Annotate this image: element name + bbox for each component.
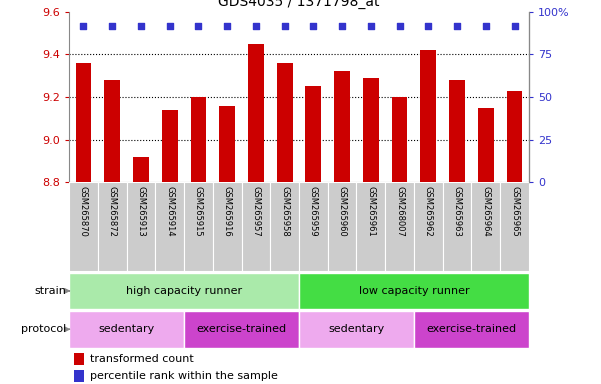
Point [337,23,347,30]
Text: GSM265872: GSM265872 [108,186,117,237]
Point [194,23,203,30]
Text: GSM265965: GSM265965 [510,186,519,237]
Bar [363,78,379,182]
Text: GSM265915: GSM265915 [194,186,203,237]
Bar [105,80,120,182]
Text: GSM268007: GSM268007 [395,186,404,237]
Bar [305,86,322,182]
Bar [76,63,91,182]
Point [108,23,117,30]
Text: sedentary: sedentary [328,324,385,334]
Bar [414,182,443,271]
Point [481,23,490,30]
Point [510,23,519,30]
Point [222,23,232,30]
Point [136,23,146,30]
Bar [74,370,84,382]
Text: GSM265963: GSM265963 [453,186,462,237]
Bar [69,273,299,309]
Bar [219,106,235,182]
Bar [478,108,493,182]
Text: GSM265870: GSM265870 [79,186,88,237]
Bar [414,311,529,348]
Text: low capacity runner: low capacity runner [359,286,469,296]
Bar [98,182,127,271]
Text: GSM265957: GSM265957 [251,186,260,237]
Bar [184,182,213,271]
Point [79,23,88,30]
Bar [191,97,206,182]
Bar [133,157,149,182]
Bar [334,71,350,182]
Bar [299,311,414,348]
Bar [155,182,184,271]
Text: GSM265960: GSM265960 [338,186,347,237]
Point [452,23,462,30]
Bar [69,182,98,271]
Bar [299,182,328,271]
Text: exercise-trained: exercise-trained [197,324,287,334]
Bar [74,353,84,365]
Bar [248,43,264,182]
Text: exercise-trained: exercise-trained [426,324,516,334]
Text: GSM265961: GSM265961 [367,186,376,237]
Text: GSM265962: GSM265962 [424,186,433,237]
Point [280,23,290,30]
Text: high capacity runner: high capacity runner [126,286,242,296]
Text: GSM265959: GSM265959 [309,186,318,237]
Text: GSM265916: GSM265916 [222,186,231,237]
Bar [162,110,177,182]
Bar [270,182,299,271]
Text: sedentary: sedentary [99,324,154,334]
Title: GDS4035 / 1371798_at: GDS4035 / 1371798_at [218,0,380,9]
Bar [385,182,414,271]
Bar [471,182,500,271]
Bar [328,182,356,271]
Bar [69,311,184,348]
Bar [242,182,270,271]
Bar [184,311,299,348]
Bar [507,91,522,182]
Text: GSM265958: GSM265958 [280,186,289,237]
Text: percentile rank within the sample: percentile rank within the sample [90,371,278,381]
Bar [443,182,471,271]
Point [308,23,318,30]
Bar [449,80,465,182]
Point [424,23,433,30]
Bar [392,97,407,182]
Bar [500,182,529,271]
Text: GSM265913: GSM265913 [136,186,145,237]
Text: GSM265964: GSM265964 [481,186,490,237]
Point [251,23,261,30]
Bar [276,63,293,182]
Text: strain: strain [34,286,66,296]
Bar [213,182,242,271]
Point [165,23,174,30]
Bar [299,273,529,309]
Bar [127,182,155,271]
Bar [356,182,385,271]
Bar [421,50,436,182]
Point [395,23,404,30]
Text: transformed count: transformed count [90,354,194,364]
Text: GSM265914: GSM265914 [165,186,174,237]
Text: protocol: protocol [21,324,66,334]
Point [366,23,376,30]
